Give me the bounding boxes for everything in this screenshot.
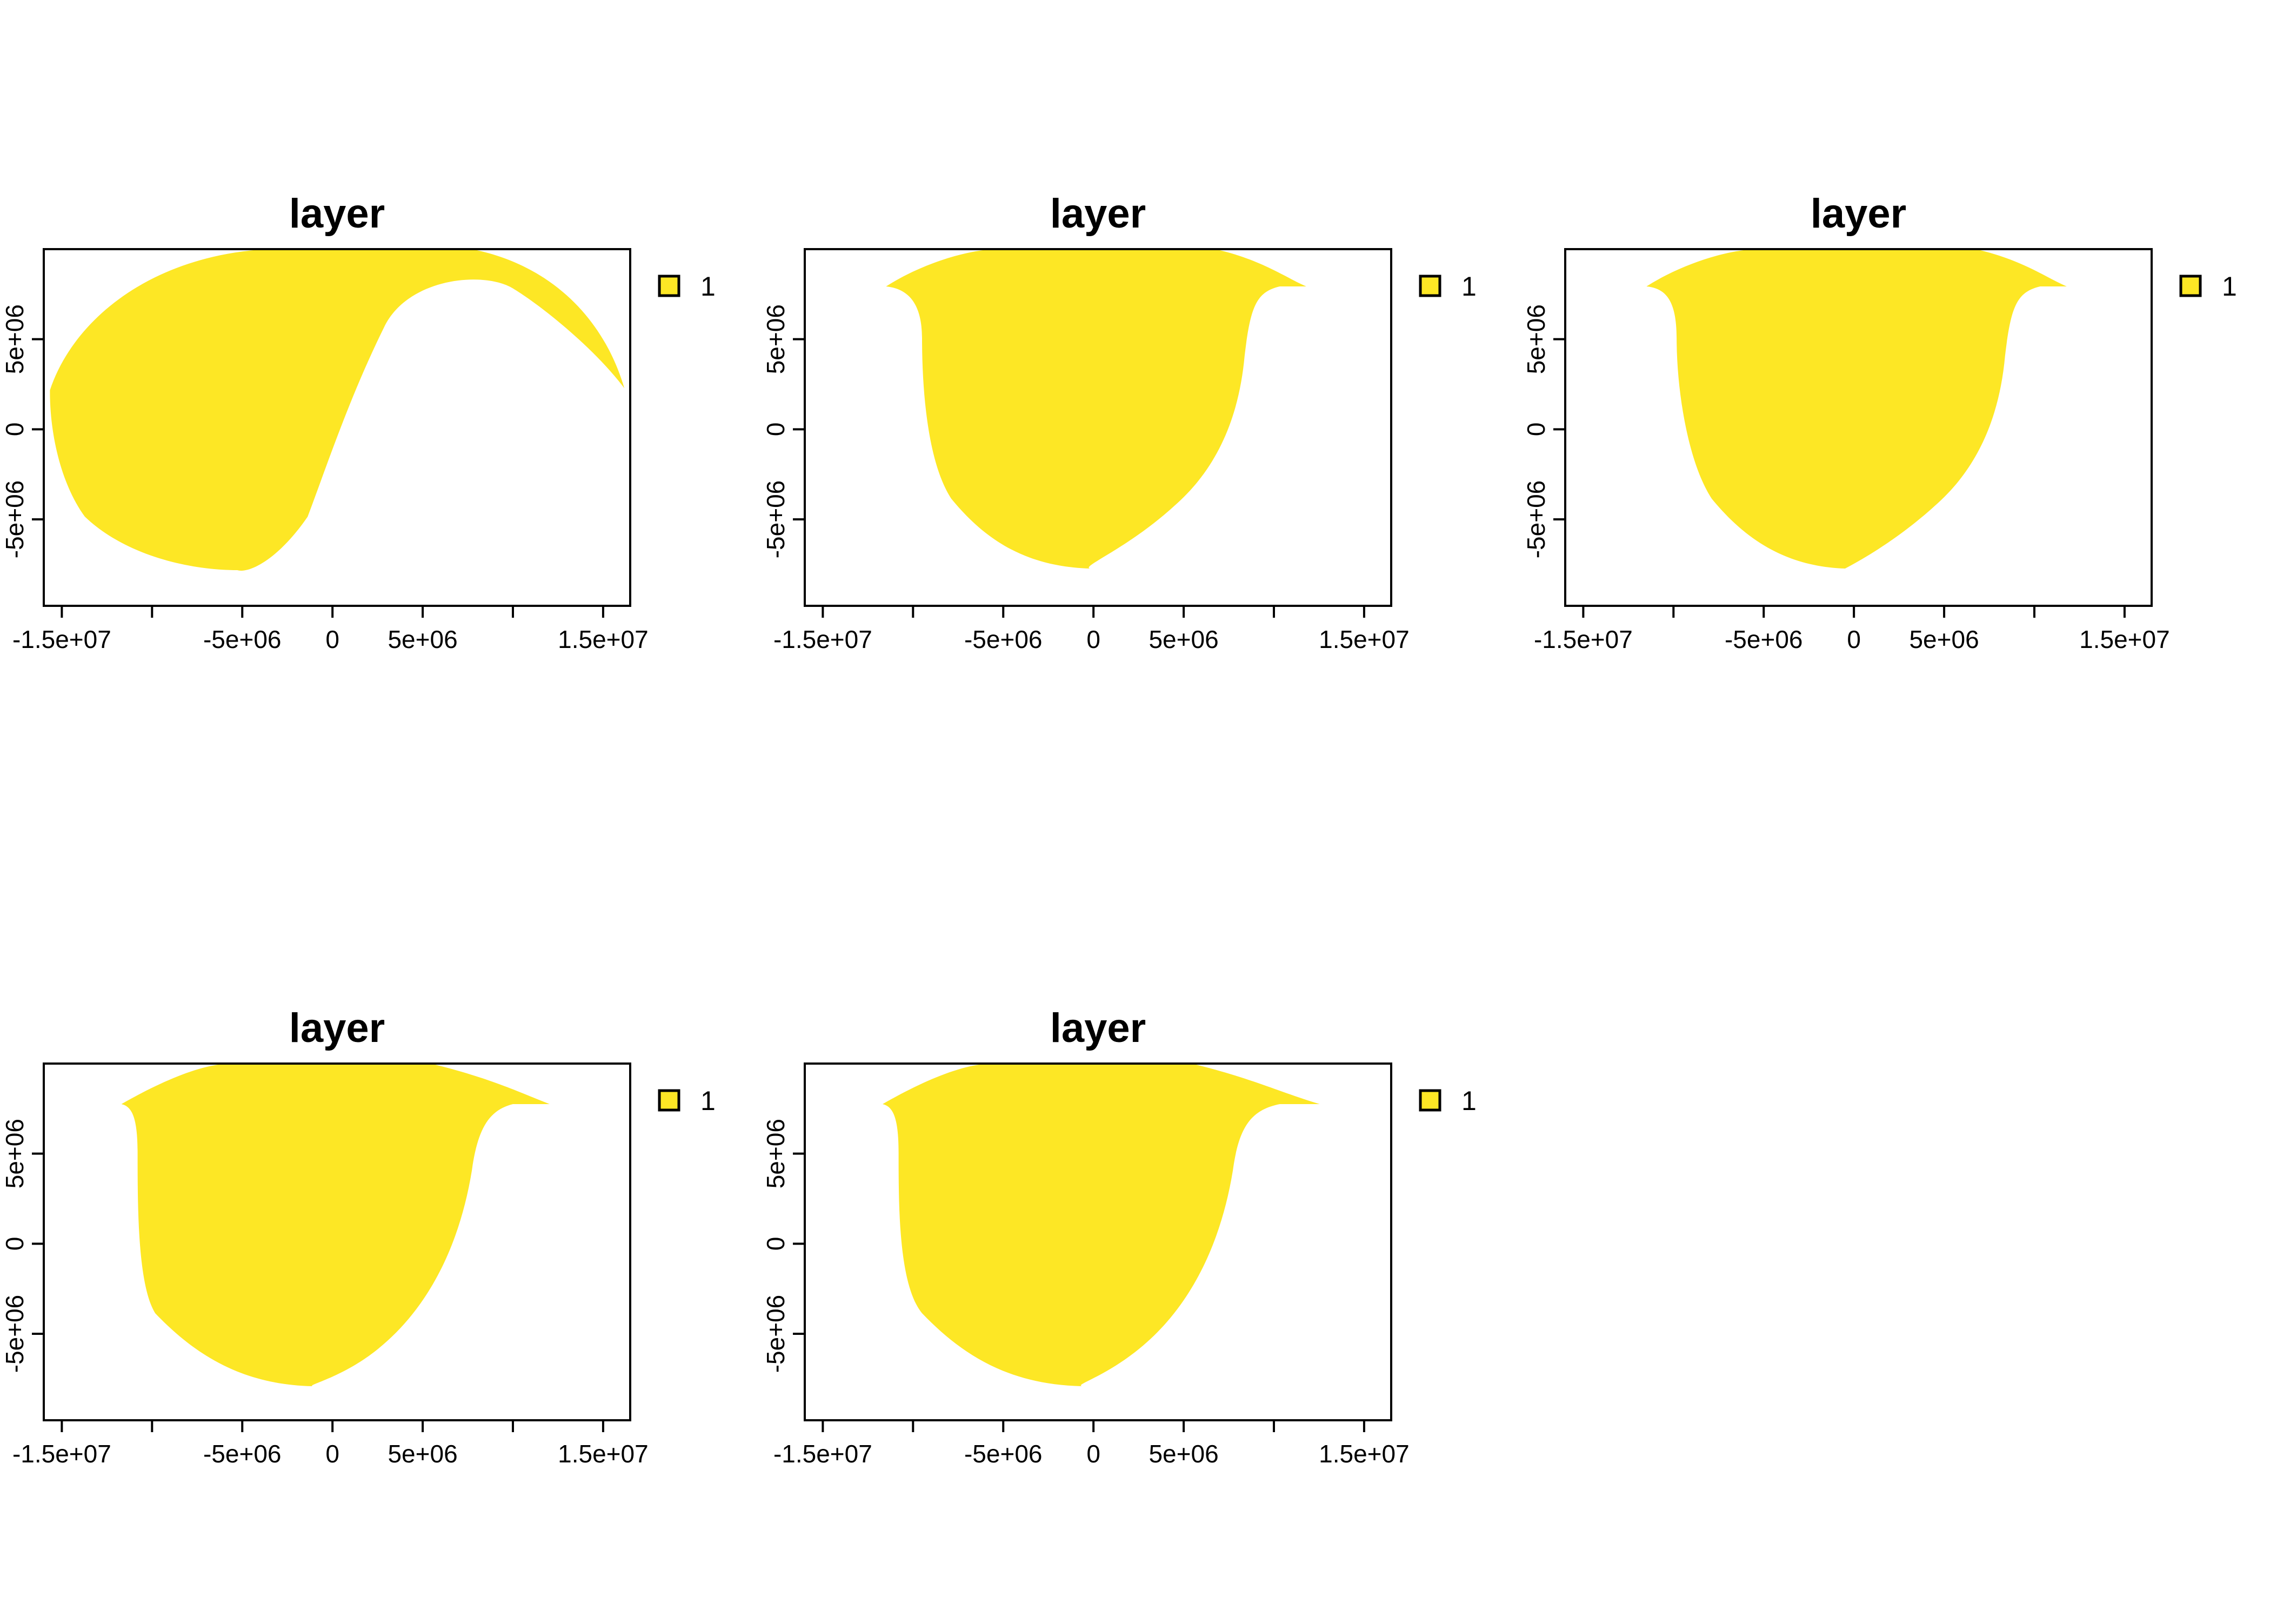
- x-tick-label: 0: [1086, 1440, 1100, 1468]
- layer-region-group: [121, 1064, 550, 1386]
- plot-frame: [43, 248, 631, 607]
- y-tick-label: 0: [762, 423, 790, 437]
- legend-swatch: [658, 275, 680, 297]
- x-tick-label: -5e+06: [203, 1440, 282, 1468]
- map-panel-4: layer -1.5e+07 -5e+06 0 5e+06 1.5e+07 -5e+06 0 5…: [1, 1005, 716, 1468]
- y-tick-label: -5e+06: [762, 480, 790, 559]
- legend-label: 1: [700, 1086, 716, 1116]
- x-tick-label: 5e+06: [388, 625, 457, 653]
- y-tick-label: 5e+06: [1, 304, 29, 374]
- x-tick-label: 0: [1086, 625, 1100, 653]
- panel-title: layer: [1050, 1005, 1146, 1051]
- layer-region: [886, 249, 1306, 569]
- y-tick-label: 5e+06: [1, 1119, 29, 1188]
- layer-region: [50, 249, 625, 571]
- y-tick-label: 0: [762, 1237, 790, 1251]
- x-tick-label: -1.5e+07: [1534, 625, 1633, 653]
- x-tick-label: -5e+06: [1725, 625, 1803, 653]
- layer-region-group: [1646, 249, 2067, 569]
- x-tick-label: 5e+06: [1149, 625, 1218, 653]
- legend: 1: [1419, 1086, 1477, 1116]
- legend: 1: [2179, 271, 2237, 302]
- x-tick-label: 0: [325, 1440, 339, 1468]
- y-tick-label: -5e+06: [762, 1295, 790, 1373]
- y-tick-label: -5e+06: [1522, 480, 1550, 559]
- map-panel-3: layer -1.5e+07 -5e+06 0 5e+06 1.5e+07 -5e+06 0 5…: [1522, 191, 2237, 653]
- x-tick-label: 1.5e+07: [1319, 625, 1410, 653]
- x-tick-label: 0: [325, 625, 339, 653]
- layer-region-group: [886, 249, 1306, 569]
- panel-title: layer: [289, 191, 385, 237]
- x-tick-label: 0: [1847, 625, 1861, 653]
- layer-region-group: [50, 249, 625, 571]
- legend-label: 1: [1461, 1086, 1477, 1116]
- legend-label: 1: [700, 271, 716, 302]
- layer-region: [1646, 249, 2067, 569]
- x-tick-label: 1.5e+07: [558, 1440, 649, 1468]
- plot-frame: [43, 1062, 631, 1421]
- y-tick-label: 0: [1, 1237, 29, 1251]
- legend-swatch: [1419, 1089, 1441, 1112]
- legend: 1: [658, 271, 716, 302]
- legend-swatch: [2179, 275, 2202, 297]
- y-tick-label: 0: [1, 423, 29, 437]
- y-tick-label: 5e+06: [762, 1119, 790, 1188]
- x-tick-label: -5e+06: [964, 1440, 1043, 1468]
- y-tick-label: 5e+06: [1522, 304, 1550, 374]
- x-tick-label: 5e+06: [388, 1440, 457, 1468]
- layer-region: [882, 1064, 1320, 1386]
- legend-label: 1: [1461, 271, 1477, 302]
- layer-region-group: [882, 1064, 1320, 1386]
- x-tick-label: -5e+06: [203, 625, 282, 653]
- x-tick-label: -1.5e+07: [12, 1440, 111, 1468]
- x-tick-label: -1.5e+07: [12, 625, 111, 653]
- legend-swatch: [1419, 275, 1441, 297]
- legend: 1: [658, 1086, 716, 1116]
- map-panel-5: layer -1.5e+07 -5e+06 0 5e+06 1.5e+07 -5e+06 0 5…: [762, 1005, 1477, 1468]
- x-tick-label: 5e+06: [1149, 1440, 1218, 1468]
- legend-label: 1: [2222, 271, 2237, 302]
- x-tick-label: 1.5e+07: [1319, 1440, 1410, 1468]
- plot-frame: [804, 248, 1392, 607]
- legend: 1: [1419, 271, 1477, 302]
- x-tick-label: 1.5e+07: [2079, 625, 2170, 653]
- map-panel-1: layer -1.5e+07 -5e+06 0 5e+06 1.5e+07 -5e+06 0 5…: [1, 191, 716, 653]
- plot-frame: [1564, 248, 2153, 607]
- y-tick-label: 0: [1522, 423, 1550, 437]
- plot-frame: [804, 1062, 1392, 1421]
- panel-title: layer: [289, 1005, 385, 1051]
- y-tick-label: 5e+06: [762, 304, 790, 374]
- x-tick-label: -1.5e+07: [773, 625, 872, 653]
- x-tick-label: -5e+06: [964, 625, 1043, 653]
- map-panel-2: layer -1.5e+07 -5e+06 0 5e+06 1.5e+07 -5e+06 0 5…: [762, 191, 1477, 653]
- x-tick-label: 1.5e+07: [558, 625, 649, 653]
- panel-title: layer: [1811, 191, 1907, 237]
- panel-title: layer: [1050, 191, 1146, 237]
- legend-swatch: [658, 1089, 680, 1112]
- layer-region: [121, 1064, 550, 1386]
- y-tick-label: -5e+06: [1, 1295, 29, 1373]
- x-tick-label: -1.5e+07: [773, 1440, 872, 1468]
- x-tick-label: 5e+06: [1909, 625, 1979, 653]
- y-tick-label: -5e+06: [1, 480, 29, 559]
